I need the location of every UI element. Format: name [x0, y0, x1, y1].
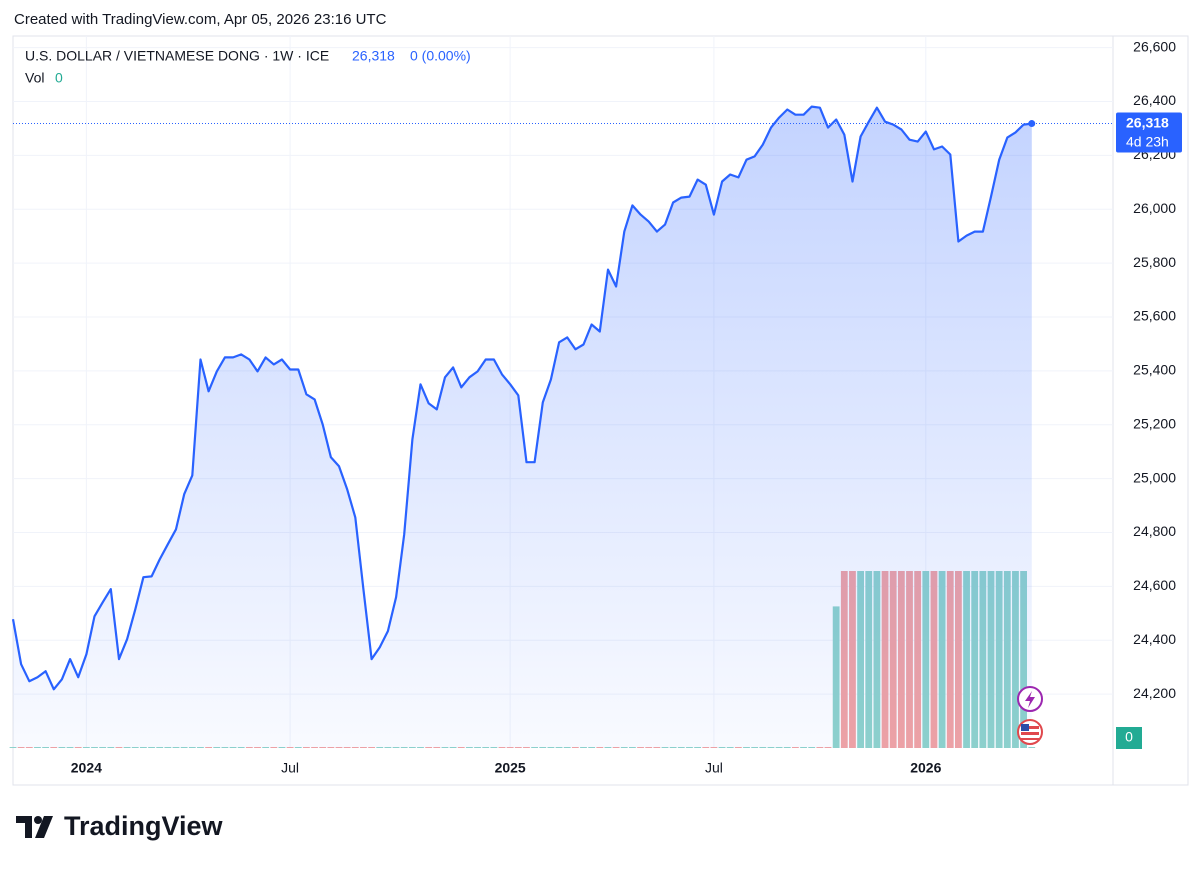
logo-text: TradingView	[64, 811, 224, 841]
price-badge-countdown: 4d 23h	[1126, 133, 1169, 149]
price-badge-value: 26,318	[1126, 114, 1169, 130]
last-point	[1028, 120, 1036, 128]
y-tick-label: 25,200	[1133, 415, 1176, 431]
price-badge	[1116, 112, 1182, 153]
y-tick-label: 26,600	[1133, 38, 1176, 54]
volume-value: 0	[55, 70, 63, 86]
y-tick-label: 26,000	[1133, 200, 1176, 216]
y-tick-label: 24,600	[1133, 577, 1176, 593]
y-tick-label: 25,400	[1133, 362, 1176, 378]
logo-mark	[35, 816, 53, 838]
x-tick-label: 2026	[910, 760, 941, 776]
y-tick-label: 25,800	[1133, 254, 1176, 270]
logo: TradingView	[16, 811, 224, 841]
plot	[9, 105, 1036, 749]
x-tick-label: 2024	[71, 760, 102, 776]
lightning-icon	[1025, 691, 1035, 708]
volume-label: Vol	[25, 70, 44, 86]
flag-stripe	[1021, 738, 1039, 740]
y-tick-label: 25,000	[1133, 469, 1176, 485]
x-tick-label: Jul	[281, 760, 299, 776]
flag-canton	[1021, 724, 1029, 731]
y-tick-label: 25,600	[1133, 308, 1176, 324]
last-price: 26,318	[352, 48, 395, 64]
volume-badge	[1116, 727, 1142, 749]
flag-stripe	[1021, 726, 1039, 729]
flag-stripe	[1021, 732, 1039, 735]
x-tick-label: Jul	[705, 760, 723, 776]
chart-title: U.S. DOLLAR / VIETNAMESE DONG · 1W · ICE	[25, 48, 329, 64]
volume-badge-value: 0	[1125, 729, 1133, 745]
y-tick-label: 24,400	[1133, 631, 1176, 647]
logo-mark	[34, 816, 42, 824]
y-tick-label: 24,800	[1133, 523, 1176, 539]
chart-frame	[12, 35, 1189, 786]
y-tick-label: 26,400	[1133, 92, 1176, 108]
price-line	[11, 105, 1032, 691]
created-note: Created with TradingView.com, Apr 05, 20…	[14, 11, 387, 28]
price-change: 0 (0.00%)	[410, 48, 471, 64]
x-tick-label: 2025	[495, 760, 526, 776]
logo-mark	[16, 816, 32, 838]
price-area	[13, 106, 1032, 749]
y-tick-label: 24,200	[1133, 685, 1176, 701]
